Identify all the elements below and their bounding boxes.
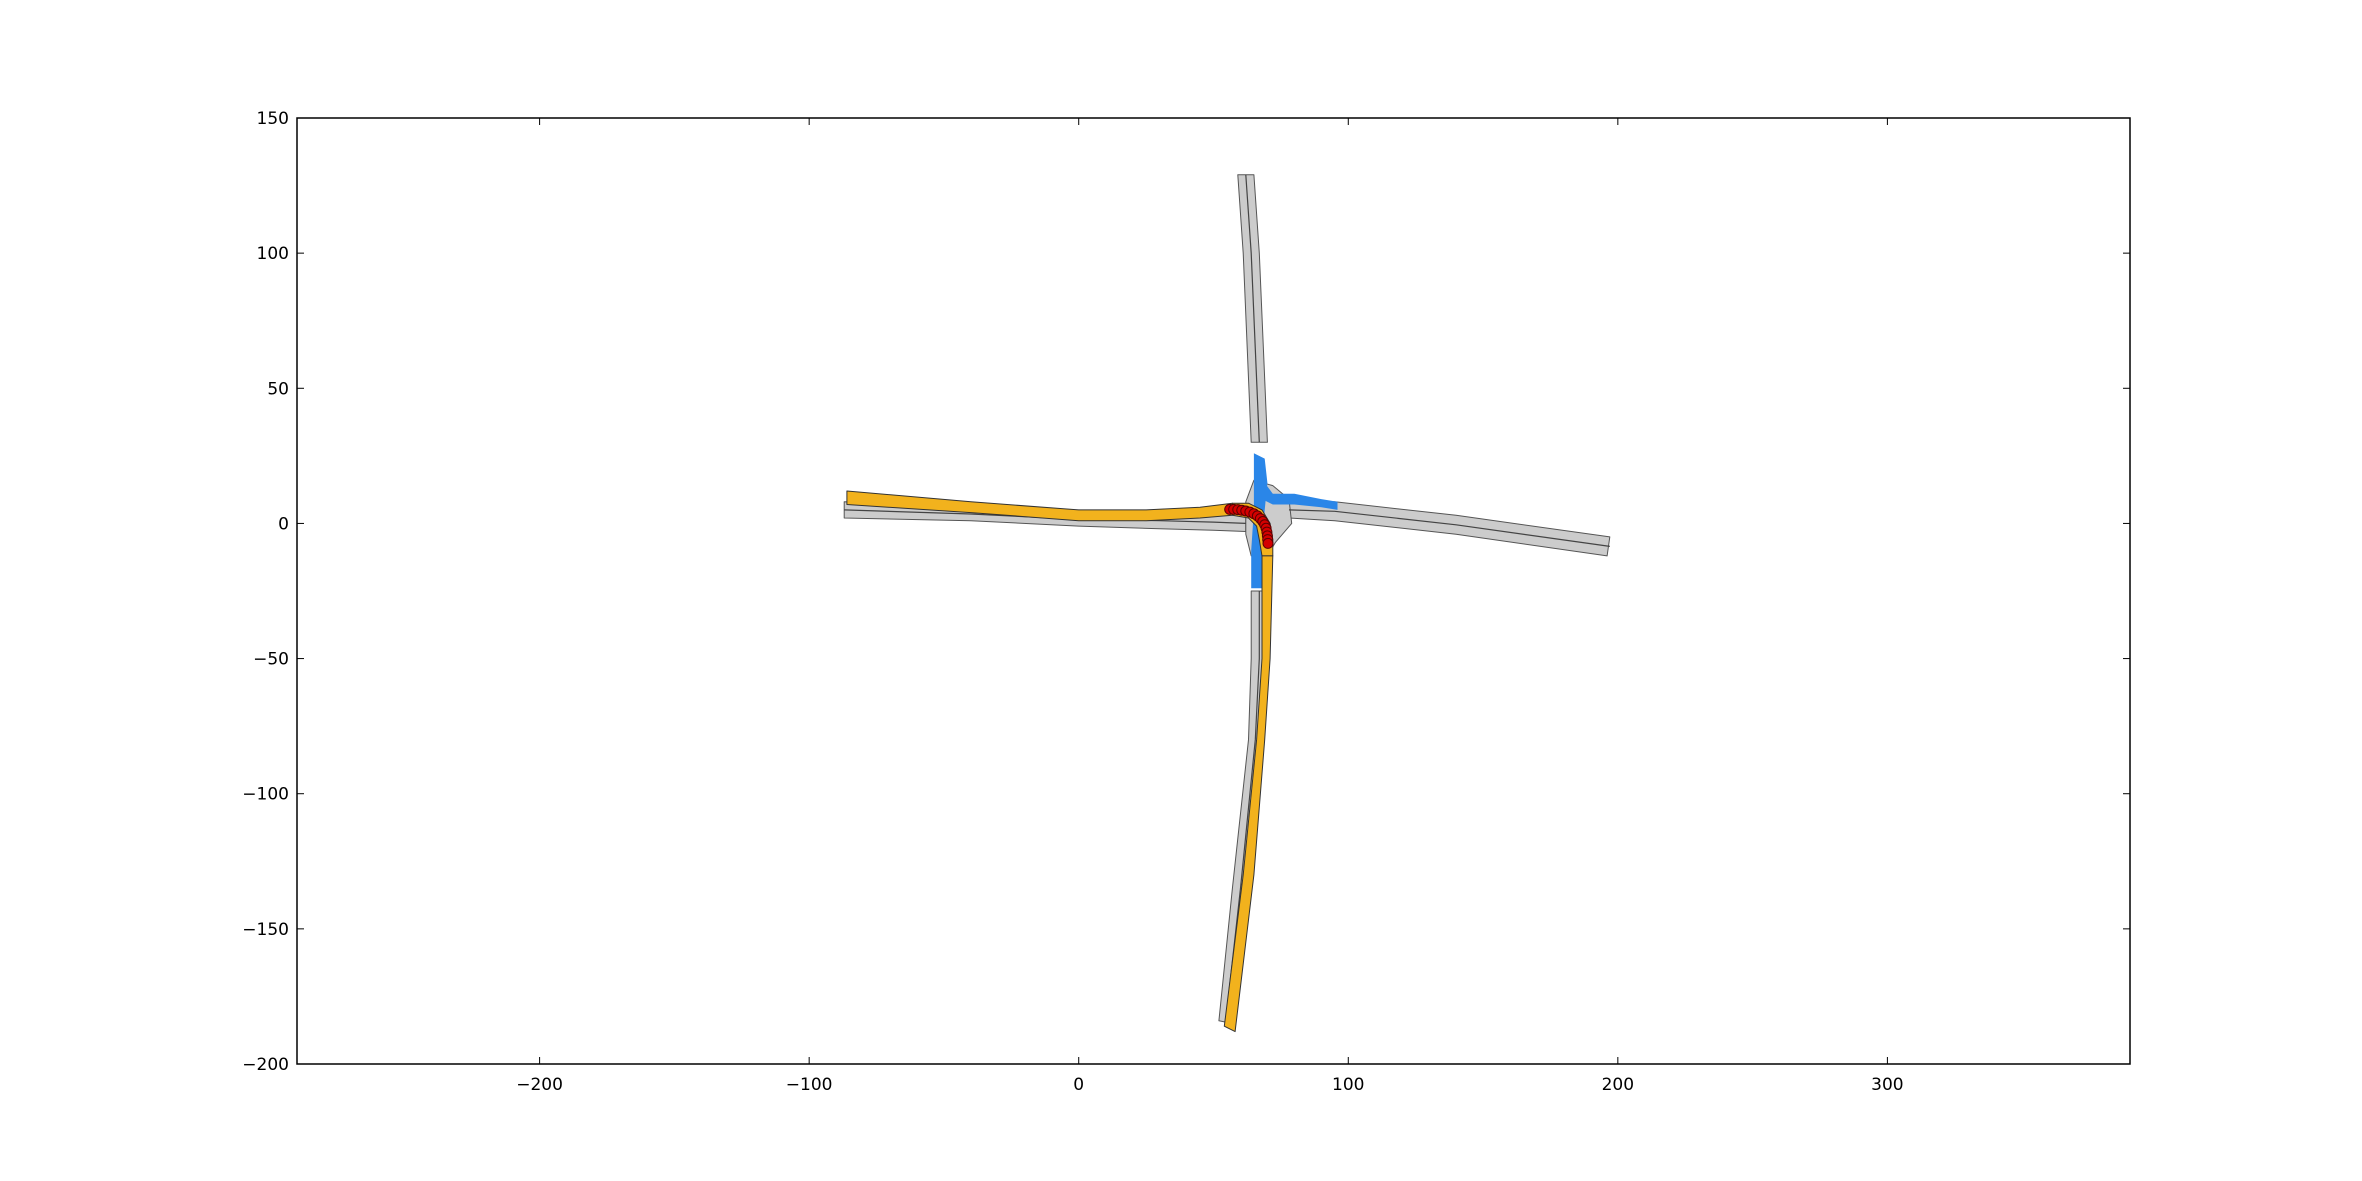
y-tick-label: 100 [257, 244, 289, 264]
x-tick-label: 0 [1073, 1075, 1084, 1095]
x-tick-label: 300 [1871, 1075, 1903, 1095]
x-tick-label: −200 [516, 1075, 563, 1095]
y-tick-label: 50 [267, 379, 289, 399]
x-tick-label: 200 [1602, 1075, 1634, 1095]
x-tick-label: −100 [786, 1075, 833, 1095]
y-tick-label: −50 [253, 650, 289, 670]
intersection-blue-east [1262, 482, 1338, 510]
y-tick-label: −100 [242, 785, 289, 805]
lane-north-centerline [1245, 174, 1260, 443]
y-tick-label: −200 [242, 1055, 289, 1075]
trajectory-point [1262, 537, 1274, 549]
x-tick-label: 100 [1332, 1075, 1364, 1095]
y-axis: 150 100 50 0 −50 −100 −150 −200 [242, 109, 2130, 1075]
axes-frame [296, 117, 2131, 1065]
lane-east-centerline [1288, 509, 1610, 547]
x-axis: −200 −100 0 100 200 300 [516, 118, 1904, 1095]
y-tick-label: 0 [278, 514, 289, 534]
road-east-arm [1288, 501, 1611, 557]
plot-area [843, 174, 1611, 1033]
y-tick-label: 150 [257, 109, 289, 129]
road-north-arm [1237, 174, 1268, 443]
y-tick-label: −150 [242, 920, 289, 940]
route-south [1223, 555, 1274, 1033]
